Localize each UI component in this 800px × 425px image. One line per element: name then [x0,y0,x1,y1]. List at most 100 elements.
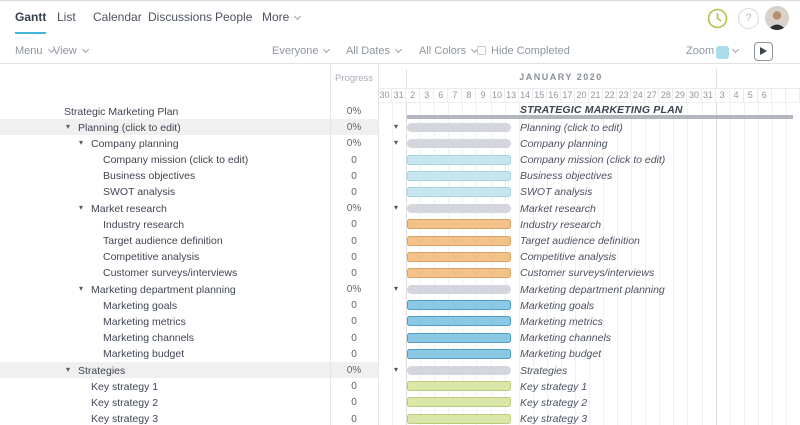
task-name[interactable]: Marketing goals [103,299,178,312]
task-row[interactable]: SWOT analysis 0 SWOT analysis [0,184,800,200]
group-task-bar[interactable] [407,366,511,375]
task-row[interactable]: Strategic Marketing Plan 0% STRATEGIC MARK… [0,103,800,119]
chart-collapse-arrow-icon[interactable]: ▾ [394,138,399,148]
timeline-border[interactable] [378,64,379,425]
play-demo-icon[interactable] [754,42,773,61]
color-swatch[interactable] [716,46,729,59]
task-name[interactable]: Marketing metrics [103,315,186,328]
task-bar[interactable] [407,154,511,165]
task-row[interactable]: ▾ Company planning 0% ▾ Company planning [0,135,800,151]
task-progress[interactable]: 0 [351,348,357,360]
group-task-bar[interactable] [407,285,511,294]
chart-collapse-arrow-icon[interactable]: ▾ [394,284,399,294]
task-row[interactable]: Key strategy 3 0 Key strategy 3 [0,411,800,425]
task-bar[interactable] [407,235,511,246]
task-row[interactable]: Target audience definition 0 Target audien… [0,233,800,249]
task-row[interactable]: Key strategy 2 0 Key strategy 2 [0,394,800,410]
task-name[interactable]: Industry research [103,218,185,231]
task-name[interactable]: Customer surveys/interviews [103,267,238,280]
task-name[interactable]: Key strategy 3 [91,413,159,425]
task-progress[interactable]: 0 [351,186,357,198]
task-name[interactable]: Planning (click to edit) [78,121,181,134]
group-task-bar[interactable] [407,204,511,213]
task-name[interactable]: Business objectives [103,170,196,183]
tab-discussions[interactable]: Discussions [148,10,213,24]
task-progress[interactable]: 0% [346,122,362,134]
task-name[interactable]: Strategic Marketing Plan [64,105,179,118]
task-name[interactable]: Marketing budget [103,348,185,361]
task-row[interactable]: Competitive analysis 0 Competitive analysi… [0,249,800,265]
task-progress[interactable]: 0% [346,365,362,376]
view-dropdown[interactable]: View [53,45,89,57]
task-row[interactable]: Business objectives 0 Business objectives [0,168,800,184]
task-bar[interactable] [407,381,511,392]
group-task-bar[interactable] [407,139,511,148]
assignee-filter[interactable]: Everyone [272,45,331,57]
tab-people[interactable]: People [215,10,253,24]
task-row[interactable]: Company mission (click to edit) 0 Company … [0,152,800,168]
tab-list[interactable]: List [57,10,76,24]
task-bar[interactable] [407,251,511,262]
task-bar[interactable] [407,332,511,343]
chart-collapse-arrow-icon[interactable]: ▾ [394,365,399,374]
task-progress[interactable]: 0 [351,397,357,409]
task-row[interactable]: ▾ Marketing department planning 0% ▾ Marketi… [0,281,800,297]
colors-filter[interactable]: All Colors [419,45,479,57]
task-row[interactable]: Customer surveys/interviews 0 Customer sur… [0,265,800,281]
task-progress[interactable]: 0 [351,300,357,312]
task-row[interactable]: Marketing metrics 0 Marketing metrics [0,313,800,329]
task-progress[interactable]: 0 [351,332,357,344]
task-progress[interactable]: 0 [351,235,357,247]
task-bar[interactable] [407,300,511,311]
task-row[interactable]: Marketing channels 0 Marketing channels [0,330,800,346]
task-bar[interactable] [407,348,511,359]
chart-collapse-arrow-icon[interactable]: ▾ [394,203,399,213]
swatch-dropdown[interactable] [731,45,740,57]
hide-completed-checkbox[interactable]: Hide Completed [477,45,570,57]
collapse-arrow-icon[interactable]: ▾ [79,284,84,294]
task-row[interactable]: Marketing goals 0 Marketing goals [0,297,800,313]
task-progress[interactable]: 0 [351,381,357,393]
task-name[interactable]: Market research [91,202,167,215]
task-progress[interactable]: 0 [351,219,357,231]
task-name[interactable]: Marketing channels [103,332,195,345]
task-row[interactable]: ▾ Planning (click to edit) 0% ▾ Planning (cl… [0,119,800,136]
tab-calendar[interactable]: Calendar [93,10,142,24]
task-progress[interactable]: 0% [346,284,362,296]
task-name[interactable]: Target audience definition [103,235,223,247]
collapse-arrow-icon[interactable]: ▾ [66,365,71,374]
task-progress[interactable]: 0 [351,316,357,328]
task-progress[interactable]: 0 [351,267,357,279]
help-icon[interactable]: ? [738,8,759,29]
group-task-bar[interactable] [407,123,511,132]
collapse-arrow-icon[interactable]: ▾ [79,138,84,148]
task-progress[interactable]: 0 [351,154,357,166]
task-bar[interactable] [407,316,511,327]
task-name[interactable]: Key strategy 1 [91,380,159,393]
task-name[interactable]: Key strategy 2 [91,396,159,409]
task-progress[interactable]: 0% [346,203,362,215]
task-row[interactable]: Marketing budget 0 Marketing budget [0,346,800,362]
task-bar[interactable] [407,170,511,181]
task-progress[interactable]: 0% [346,106,362,117]
task-progress[interactable]: 0 [351,170,357,182]
task-row[interactable]: ▾ Strategies 0% ▾ Strategies [0,362,800,379]
task-row[interactable]: ▾ Market research 0% ▾ Market research [0,200,800,216]
collapse-arrow-icon[interactable]: ▾ [79,203,84,213]
task-name[interactable]: Strategies [78,364,126,377]
chart-collapse-arrow-icon[interactable]: ▾ [394,122,399,132]
menu-dropdown[interactable]: Menu [15,45,55,57]
tab-more[interactable]: More [262,1,302,34]
task-row[interactable]: Key strategy 1 0 Key strategy 1 [0,378,800,394]
collapse-arrow-icon[interactable]: ▾ [66,122,71,132]
task-bar[interactable] [407,186,511,197]
task-row[interactable]: Industry research 0 Industry research [0,216,800,232]
task-bar[interactable] [407,219,511,230]
task-name[interactable]: Competitive analysis [103,251,200,264]
task-name[interactable]: Company mission (click to edit) [103,154,249,167]
task-progress[interactable]: 0 [351,251,357,263]
task-bar[interactable] [407,397,511,408]
zoom-dropdown[interactable]: Zoom [686,45,727,57]
project-summary-bar[interactable] [407,115,793,119]
history-clock-icon[interactable] [707,8,728,29]
